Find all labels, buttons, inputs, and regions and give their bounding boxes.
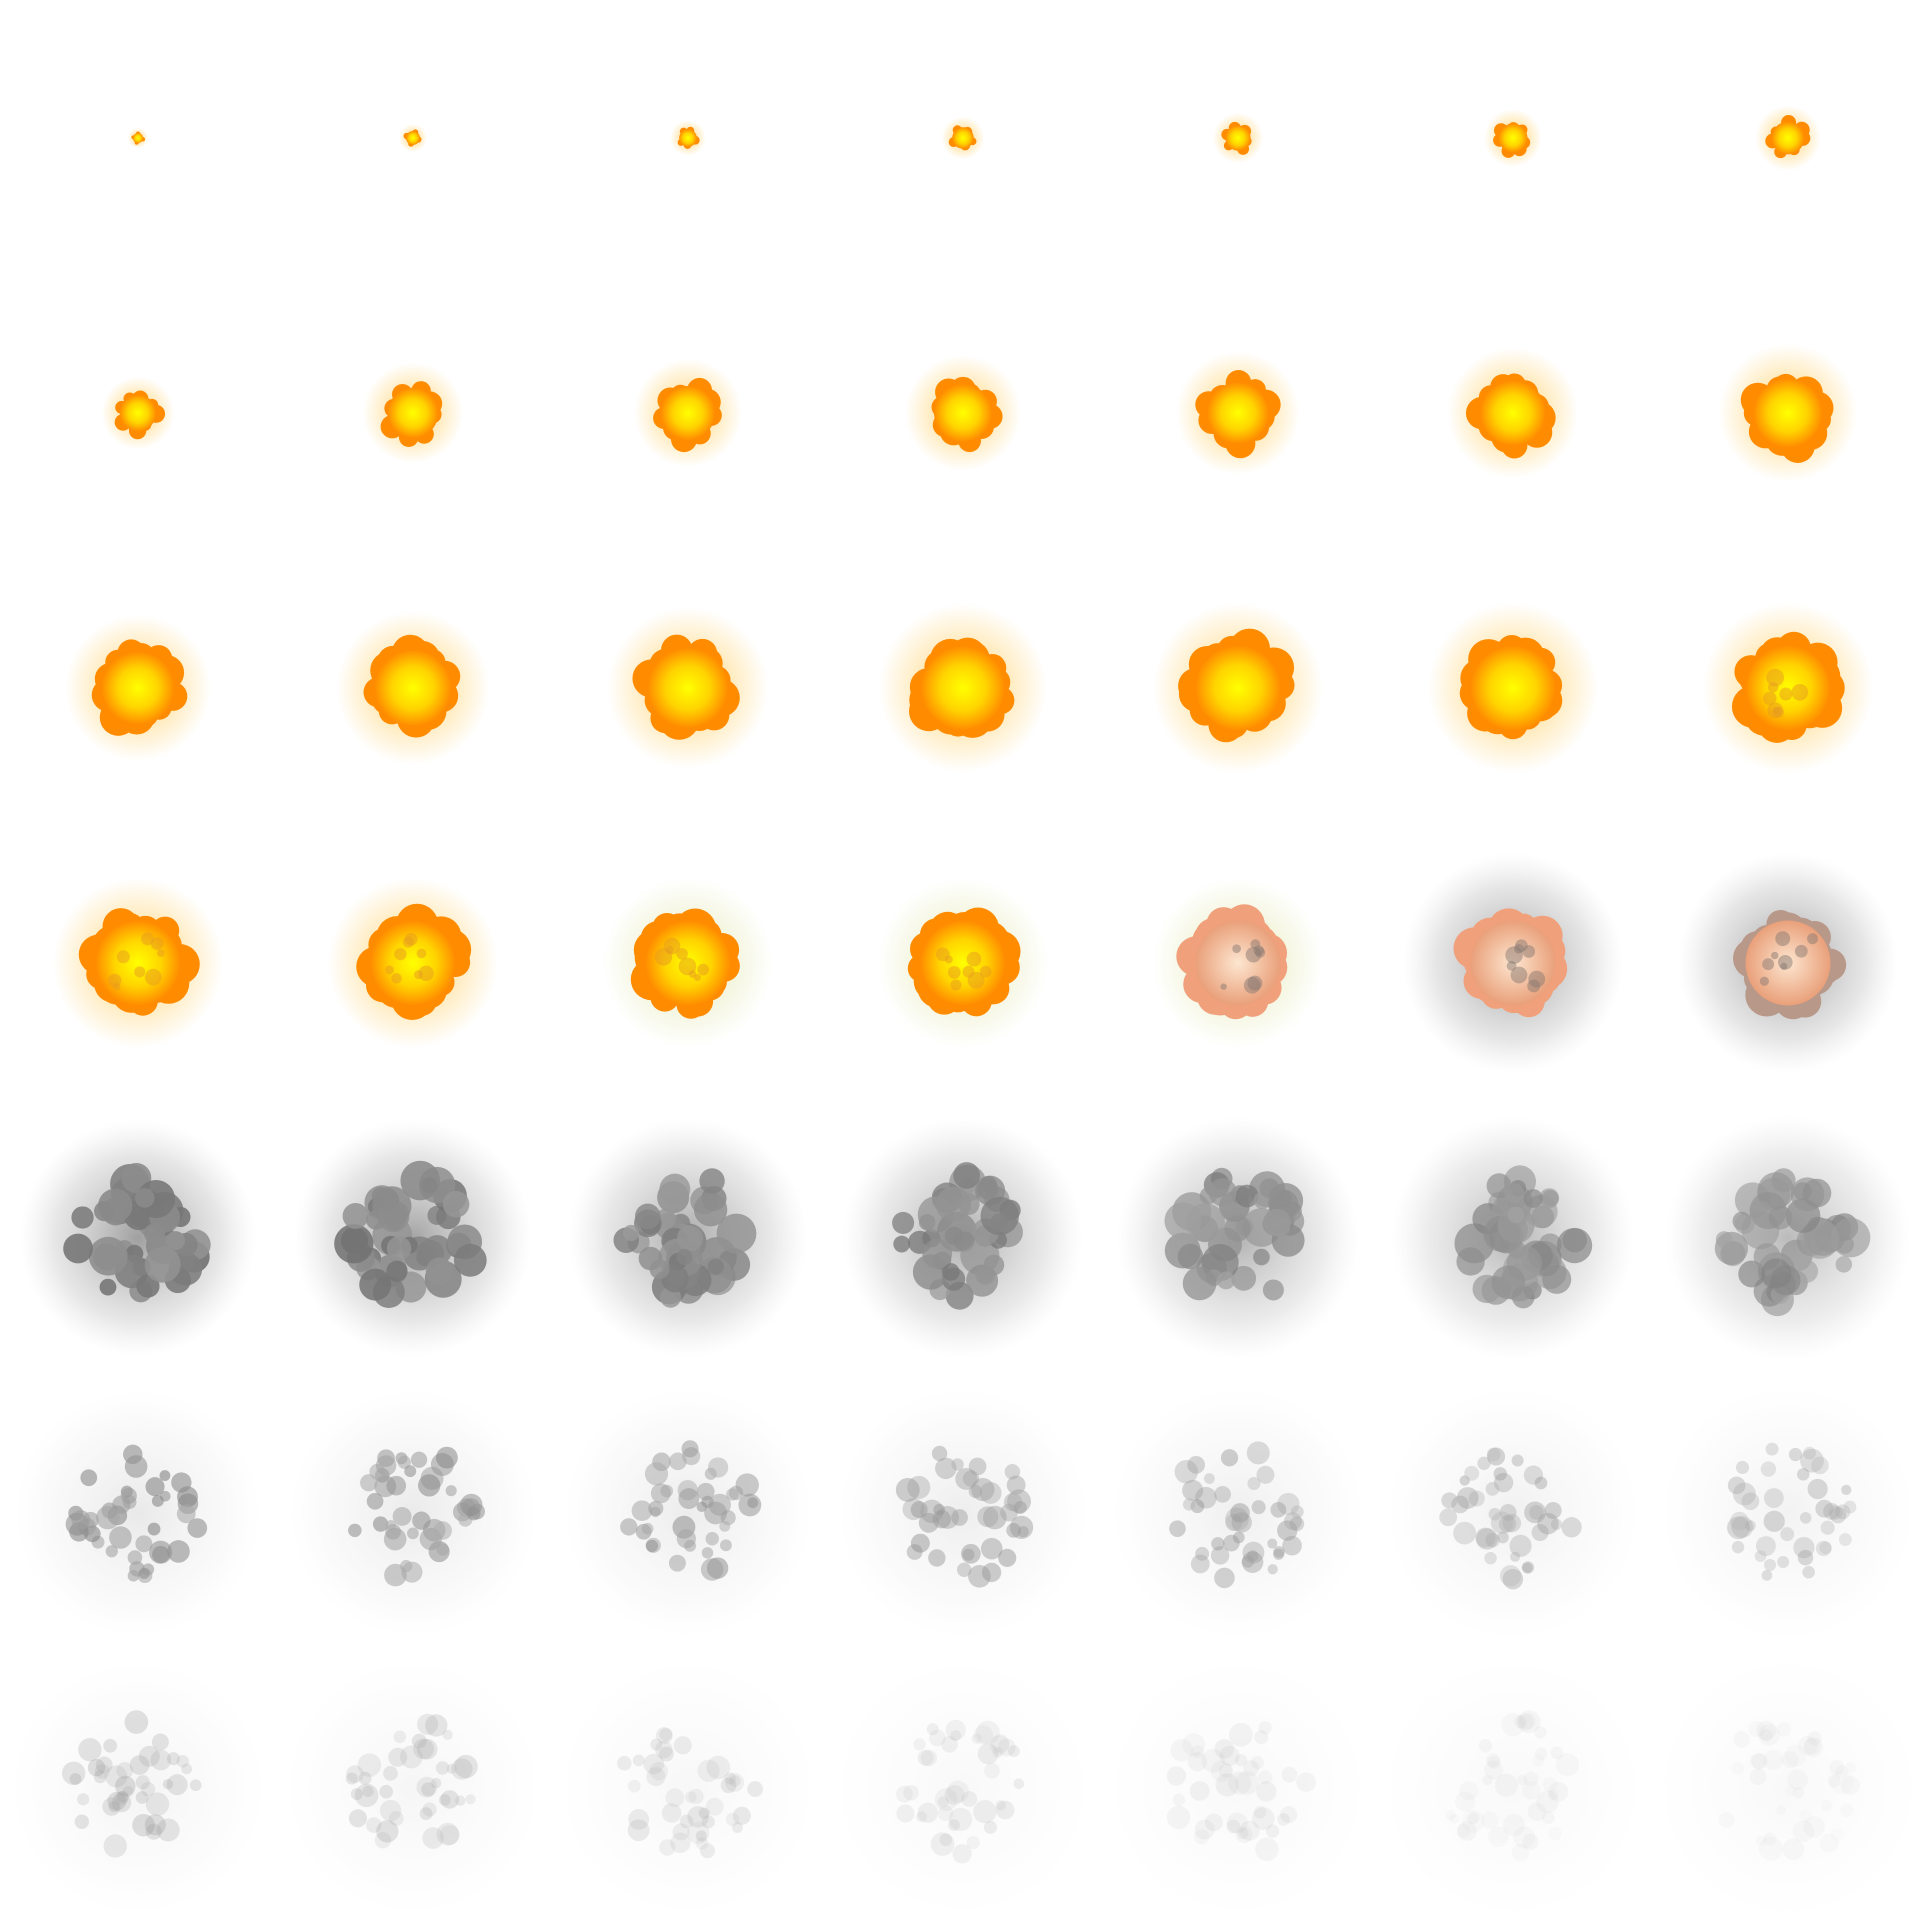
explosion-frame xyxy=(399,124,427,152)
explosion-frame xyxy=(1665,1115,1911,1361)
explosion-frame xyxy=(14,1389,262,1637)
explosion-frame xyxy=(563,1388,813,1638)
explosion-frame xyxy=(878,878,1048,1048)
explosion-frame xyxy=(1386,1386,1640,1640)
explosion-frame xyxy=(1755,105,1821,171)
explosion-frame xyxy=(1153,603,1323,773)
explosion-frame xyxy=(9,1659,267,1917)
explosion-frame xyxy=(1106,1656,1370,1920)
explosion-frame xyxy=(362,362,464,464)
explosion-frame xyxy=(558,1658,818,1918)
explosion-frame xyxy=(905,355,1021,471)
explosion-frame xyxy=(1153,878,1323,1048)
explosion-frame xyxy=(837,1387,1089,1639)
explosion-frame xyxy=(1718,343,1858,483)
explosion-frame xyxy=(1678,853,1898,1073)
explosion-frame xyxy=(670,120,706,156)
explosion-frame xyxy=(336,611,490,765)
explosion-frame xyxy=(1484,109,1542,167)
explosion-frame xyxy=(283,1658,543,1918)
explosion-frame xyxy=(842,1117,1084,1359)
explosion-frame xyxy=(1391,1116,1635,1360)
explosion-frame xyxy=(1655,1655,1921,1921)
explosion-frame xyxy=(127,127,149,149)
explosion-frame xyxy=(607,607,769,769)
explosion-frame xyxy=(328,878,498,1048)
explosion-frame xyxy=(1117,1117,1359,1359)
explosion-frame xyxy=(941,116,985,160)
explosion-frame xyxy=(1212,112,1264,164)
explosion-frame xyxy=(1403,853,1623,1073)
explosion-frame xyxy=(879,604,1047,772)
explosion-frame xyxy=(568,1118,808,1358)
explosion-frame xyxy=(1176,351,1300,475)
explosion-frame xyxy=(65,615,211,761)
explosion-frame xyxy=(289,1389,537,1637)
explosion-frame xyxy=(832,1657,1094,1919)
explosion-frame xyxy=(1660,1385,1916,1641)
explosion-frame xyxy=(1703,603,1873,773)
explosion-frame xyxy=(1111,1386,1365,1640)
explosion-frame xyxy=(603,878,773,1048)
explosion-frame xyxy=(53,878,223,1048)
explosion-frame xyxy=(1428,603,1598,773)
explosion-frame xyxy=(1447,347,1579,479)
explosion-frame xyxy=(294,1119,532,1357)
explosion-frame xyxy=(1380,1655,1646,1921)
explosion-frame xyxy=(20,1120,256,1356)
explosion-frame xyxy=(101,376,175,450)
explosion-frame xyxy=(633,358,743,468)
